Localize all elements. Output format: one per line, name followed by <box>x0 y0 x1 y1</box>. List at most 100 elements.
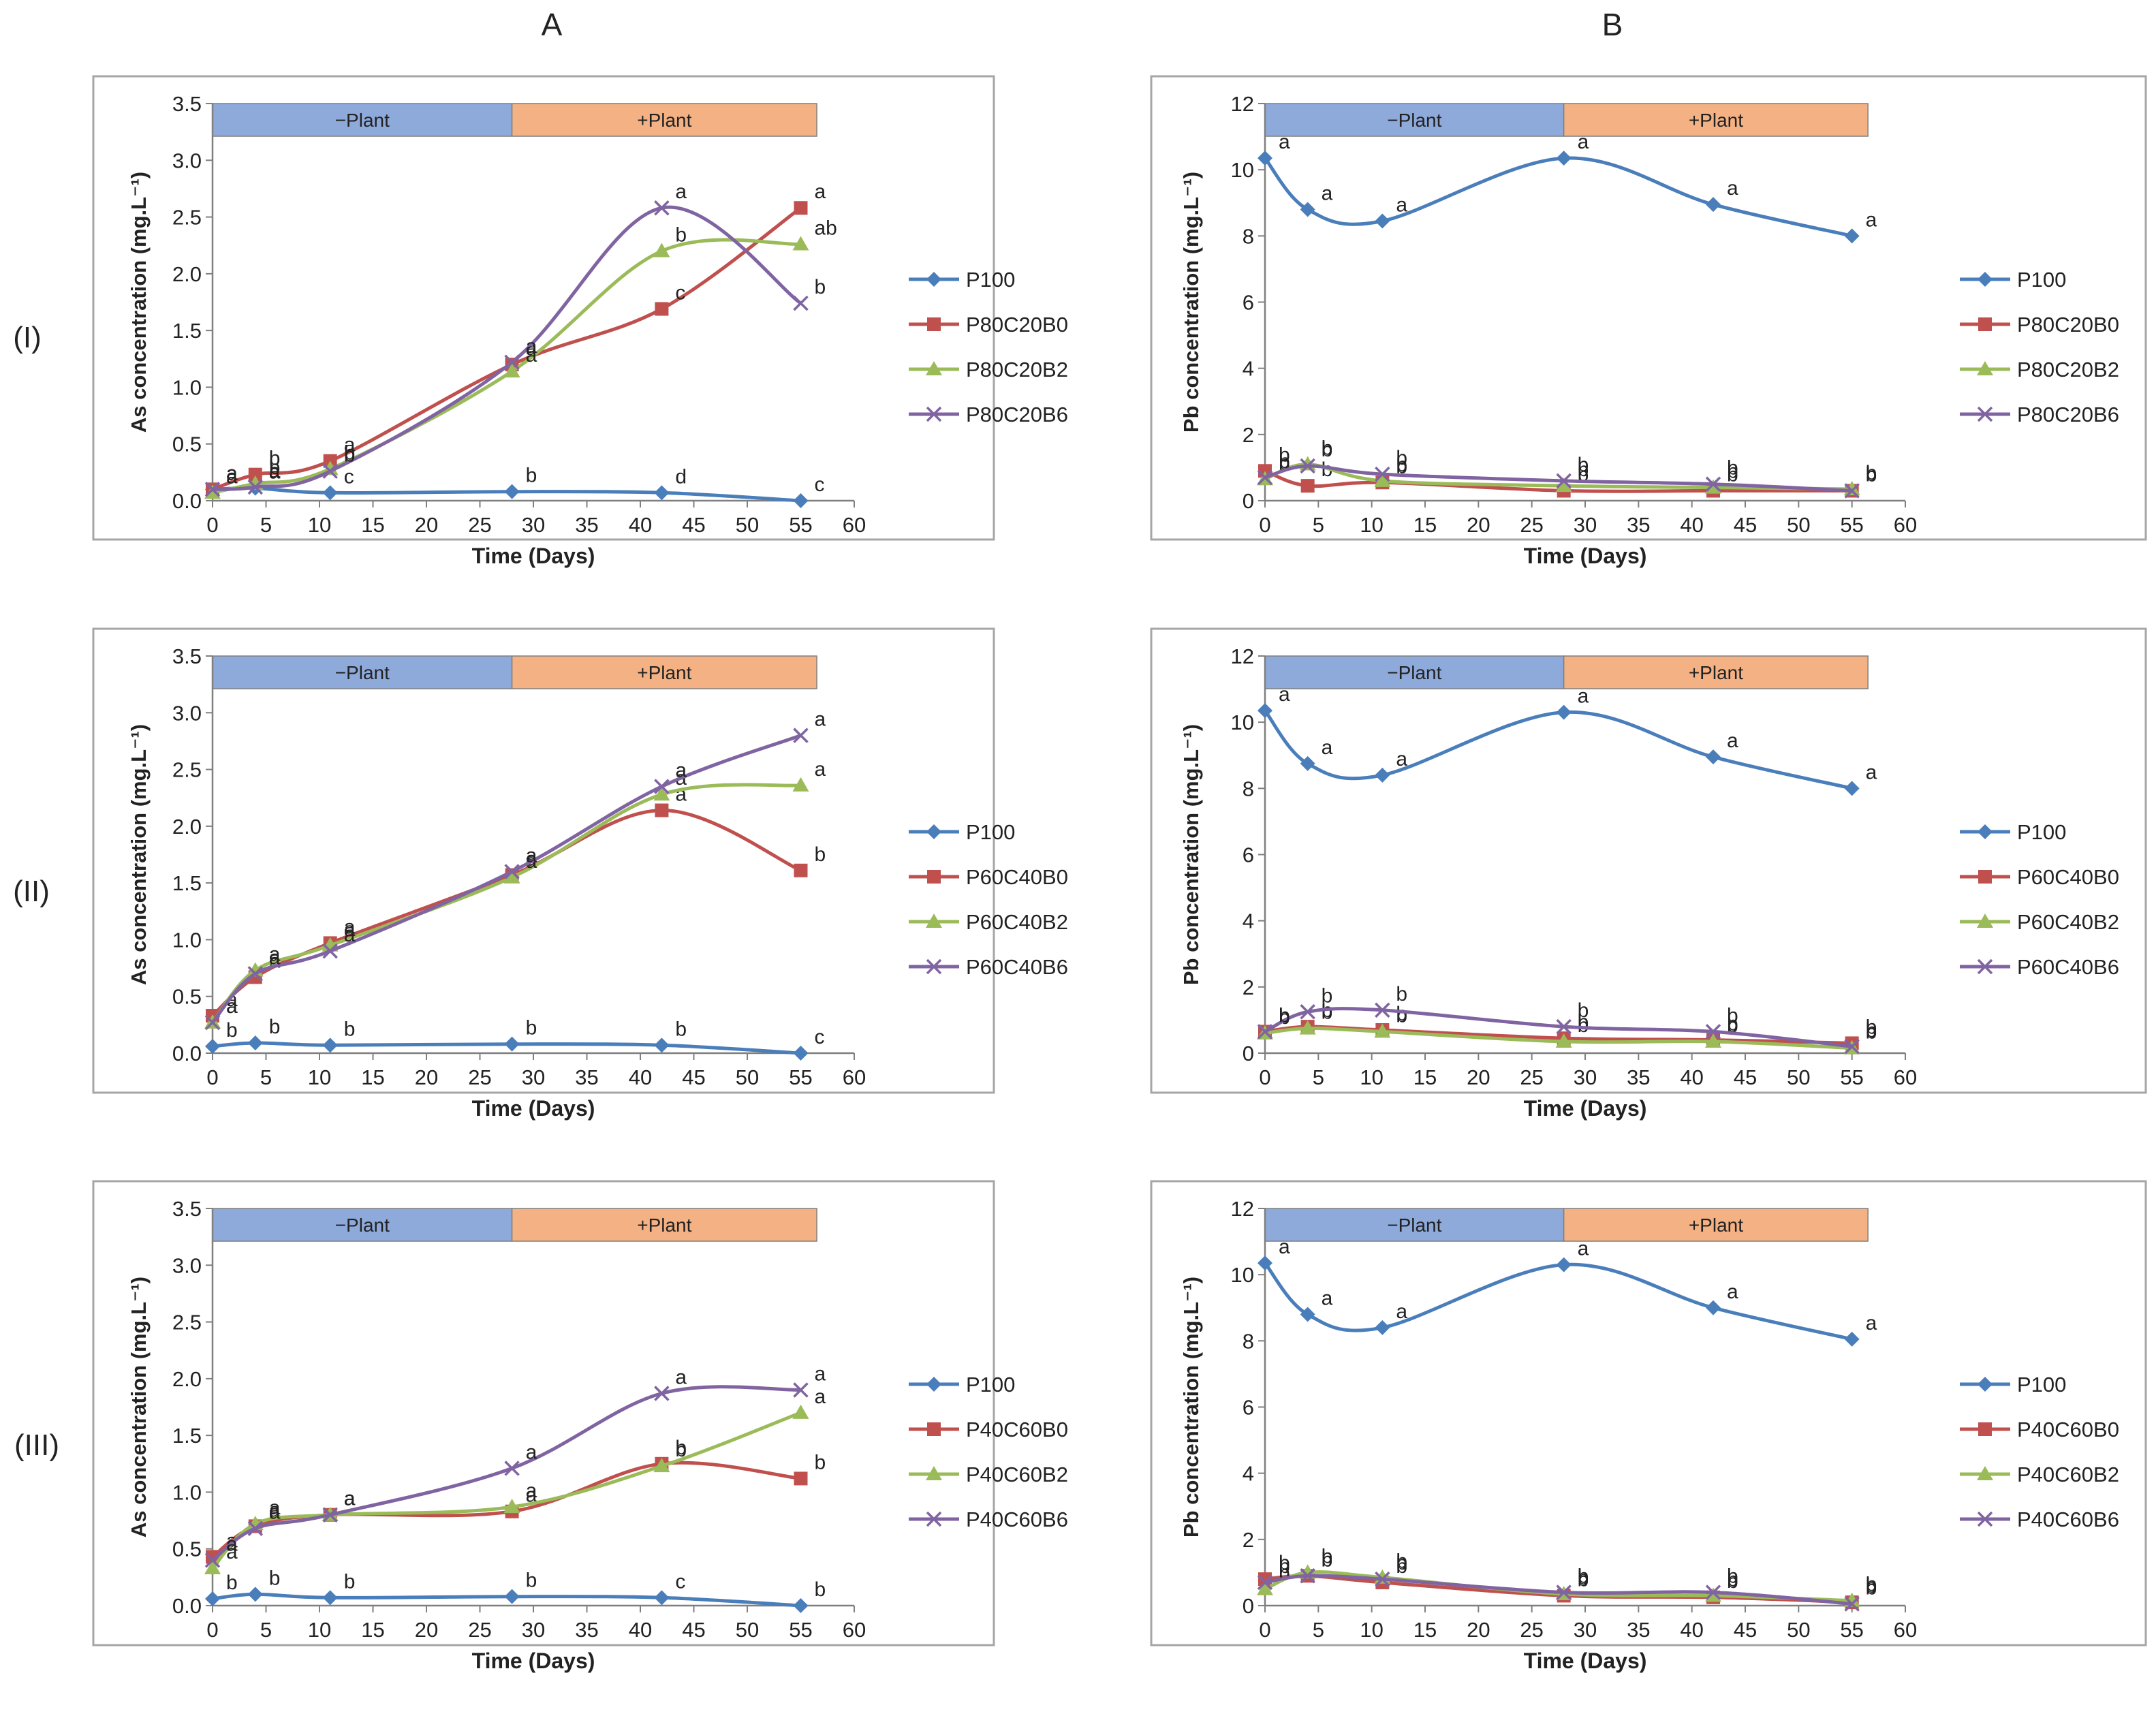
legend-marker <box>1978 317 1992 331</box>
significance-letter: b <box>269 1567 281 1589</box>
x-tick-label: 5 <box>260 1618 272 1642</box>
significance-letter: b <box>1279 1004 1290 1027</box>
x-tick-label: 30 <box>522 513 545 537</box>
significance-letter: a <box>344 924 356 946</box>
significance-letter: a <box>344 434 356 456</box>
data-point <box>1705 1024 1721 1040</box>
x-tick-label: 50 <box>1787 513 1810 537</box>
legend-label: P100 <box>2017 820 2066 844</box>
data-point <box>794 201 808 215</box>
x-tick-label: 20 <box>1467 513 1490 537</box>
series-line <box>1264 1025 1852 1045</box>
significance-letter: b <box>1578 1565 1589 1588</box>
y-tick-label: 2.5 <box>172 206 202 230</box>
significance-letter: a <box>526 1480 537 1502</box>
significance-letter: b <box>1279 450 1290 473</box>
phase-label: −Plant <box>335 1215 390 1236</box>
y-tick-label: 0.5 <box>172 985 202 1009</box>
legend-item-p60c40b0: P60C40B0 <box>909 865 1068 889</box>
x-tick-label: 60 <box>843 513 866 537</box>
significance-letter: a <box>269 946 281 969</box>
legend-item-p80c20b2: P80C20B2 <box>1960 358 2119 381</box>
legend-marker <box>926 361 942 375</box>
significance-letter: b <box>815 1578 826 1601</box>
x-tick-label: 50 <box>736 1065 759 1089</box>
y-tick-label: 2 <box>1243 1528 1254 1552</box>
data-point <box>1257 1574 1273 1591</box>
significance-letter: a <box>1727 1281 1738 1303</box>
x-tick-label: 10 <box>308 1065 331 1089</box>
y-tick-label: 4 <box>1243 357 1254 381</box>
significance-letter: a <box>1396 748 1407 770</box>
legend-marker <box>926 958 942 975</box>
series-p100: a a a a a a <box>1257 683 1877 796</box>
data-point <box>1257 469 1273 486</box>
chart-panel-a-i: −Plant +Plant 0.0 0.5 1.0 1.5 2.0 2.5 3.0 3.5 0 5 10… <box>92 75 1068 568</box>
significance-letter: a <box>675 760 687 782</box>
y-tick-label: 3.5 <box>172 1197 202 1221</box>
x-tick-label: 55 <box>1840 1618 1863 1642</box>
x-tick-label: 15 <box>361 1065 384 1089</box>
significance-letter: a <box>344 1488 356 1510</box>
significance-letter: b <box>1727 1568 1738 1591</box>
phase-bar-plus-plant <box>1563 103 1869 137</box>
x-tick-label: 35 <box>575 513 598 537</box>
legend-item-p100: P100 <box>1960 1373 2066 1396</box>
legend-item-p60c40b0: P60C40B0 <box>1960 865 2119 889</box>
data-point <box>654 485 670 501</box>
data-point <box>1374 1023 1391 1038</box>
x-tick-label: 35 <box>575 1065 598 1089</box>
x-tick-label: 15 <box>1413 1618 1437 1642</box>
phase-bar-plus-plant <box>511 655 817 689</box>
legend-label: P100 <box>966 1373 1015 1396</box>
data-point <box>1844 483 1860 499</box>
significance-letter: b <box>1396 983 1407 1005</box>
x-tick-label: 60 <box>843 1618 866 1642</box>
data-point <box>1705 1587 1721 1602</box>
significance-letter: a <box>269 1497 281 1519</box>
x-tick-label: 55 <box>789 513 812 537</box>
significance-letter: a <box>1322 182 1333 204</box>
data-point <box>205 1039 220 1055</box>
significance-letter: a <box>226 462 238 484</box>
x-tick-label: 35 <box>575 1618 598 1642</box>
x-tick-label: 45 <box>1734 513 1757 537</box>
data-point <box>504 1461 520 1476</box>
legend-item-p100: P100 <box>1960 820 2066 844</box>
y-tick-label: 1.5 <box>172 871 202 895</box>
phase-bar-plus-plant <box>1563 1208 1869 1242</box>
significance-letter: a <box>1322 736 1333 759</box>
legend-marker <box>1978 870 1992 884</box>
y-tick-label: 2.5 <box>172 1311 202 1334</box>
y-tick-label: 12 <box>1231 92 1254 116</box>
x-tick-label: 55 <box>1840 513 1863 537</box>
data-point <box>1844 781 1860 796</box>
legend-item-p40c60b2: P40C60B2 <box>909 1463 1068 1486</box>
significance-letter: b <box>1578 1567 1589 1589</box>
data-point <box>1705 1033 1721 1048</box>
significance-letter: b <box>269 456 281 479</box>
data-point <box>1300 479 1315 493</box>
significance-letter: b <box>1396 447 1407 469</box>
data-point <box>1375 1571 1390 1587</box>
significance-letter: a <box>226 465 238 488</box>
significance-letter: b <box>675 224 687 247</box>
significance-letter: b <box>1866 462 1877 484</box>
y-tick-label: 10 <box>1231 1263 1254 1287</box>
x-tick-label: 5 <box>1313 513 1324 537</box>
chart-panel-a-ii: −Plant +Plant 0.0 0.5 1.0 1.5 2.0 2.5 3.0 3.5 0 5 10… <box>92 627 1068 1121</box>
x-tick-label: 0 <box>206 1618 218 1642</box>
phase-label: +Plant <box>637 110 691 131</box>
data-point <box>503 1499 520 1514</box>
y-tick-label: 2 <box>1243 423 1254 447</box>
data-point <box>655 302 669 316</box>
legend-item-p100: P100 <box>909 268 1015 292</box>
significance-letter: a <box>1727 177 1738 200</box>
y-axis-title: Pb concentration (mg.L⁻¹) <box>1179 724 1203 985</box>
y-axis-title: As concentration (mg.L⁻¹) <box>127 1277 151 1537</box>
significance-letter: c <box>344 465 354 488</box>
y-tick-label: 4 <box>1243 909 1254 933</box>
